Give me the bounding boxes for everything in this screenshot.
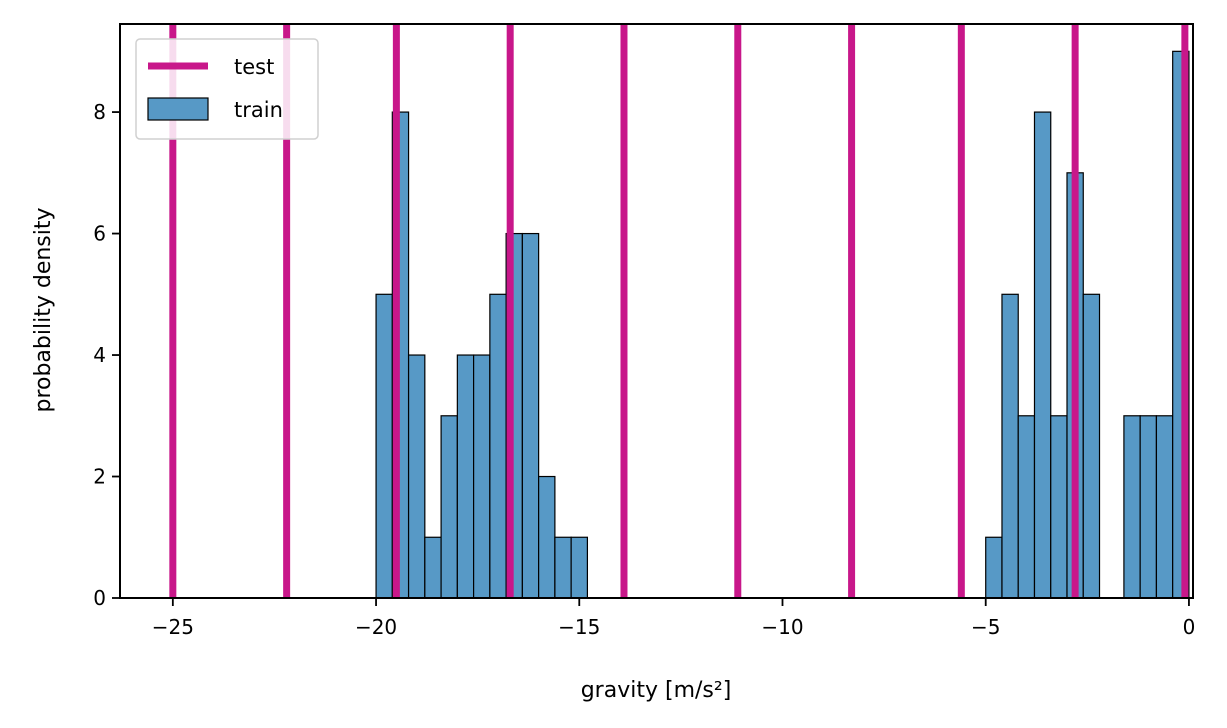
train-bar (1123, 415, 1141, 599)
train-bar (570, 536, 589, 599)
y-axis: 0 2 4 6 8 (93, 100, 120, 610)
test-lines (169, 24, 1189, 598)
x-tick-label: −25 (152, 615, 194, 639)
train-bar (375, 293, 393, 599)
train-bar (1155, 415, 1174, 599)
y-tick-label: 2 (93, 465, 106, 489)
x-tick-label: −10 (761, 615, 803, 639)
x-tick-label: −20 (355, 615, 397, 639)
train-bar (489, 293, 507, 599)
legend-test-label: test (234, 55, 274, 79)
train-bar (1001, 293, 1019, 599)
train-bar (456, 354, 475, 599)
y-tick-label: 8 (93, 100, 106, 124)
train-bar (1050, 415, 1068, 599)
train-bar (473, 354, 491, 599)
legend-train-swatch (147, 97, 209, 121)
y-tick-label: 0 (93, 586, 106, 610)
train-bar (440, 415, 458, 599)
legend-box (135, 38, 319, 140)
train-bar (407, 354, 426, 599)
train-bar (538, 475, 556, 599)
legend: test train (135, 38, 319, 140)
train-bar (985, 536, 1003, 599)
x-axis-label: gravity [m/s²] (581, 678, 732, 703)
train-bar (521, 232, 540, 599)
train-bar (424, 536, 442, 599)
x-tick-label: 0 (1183, 615, 1196, 639)
x-tick-label: −5 (971, 615, 1000, 639)
plot-frame (119, 23, 1194, 599)
y-axis-label: probability density (31, 207, 56, 412)
train-bar (1082, 293, 1101, 599)
train-bar (1033, 111, 1052, 599)
train-bar (1139, 415, 1158, 599)
x-axis: −25 −20 −15 −10 −5 0 (152, 598, 1196, 639)
legend-train-label: train (234, 98, 283, 122)
y-tick-label: 6 (93, 222, 106, 246)
x-tick-label: −15 (558, 615, 600, 639)
train-histogram (375, 50, 1190, 599)
train-bar (554, 536, 572, 599)
y-tick-label: 4 (93, 343, 106, 367)
train-bar (1017, 415, 1036, 599)
